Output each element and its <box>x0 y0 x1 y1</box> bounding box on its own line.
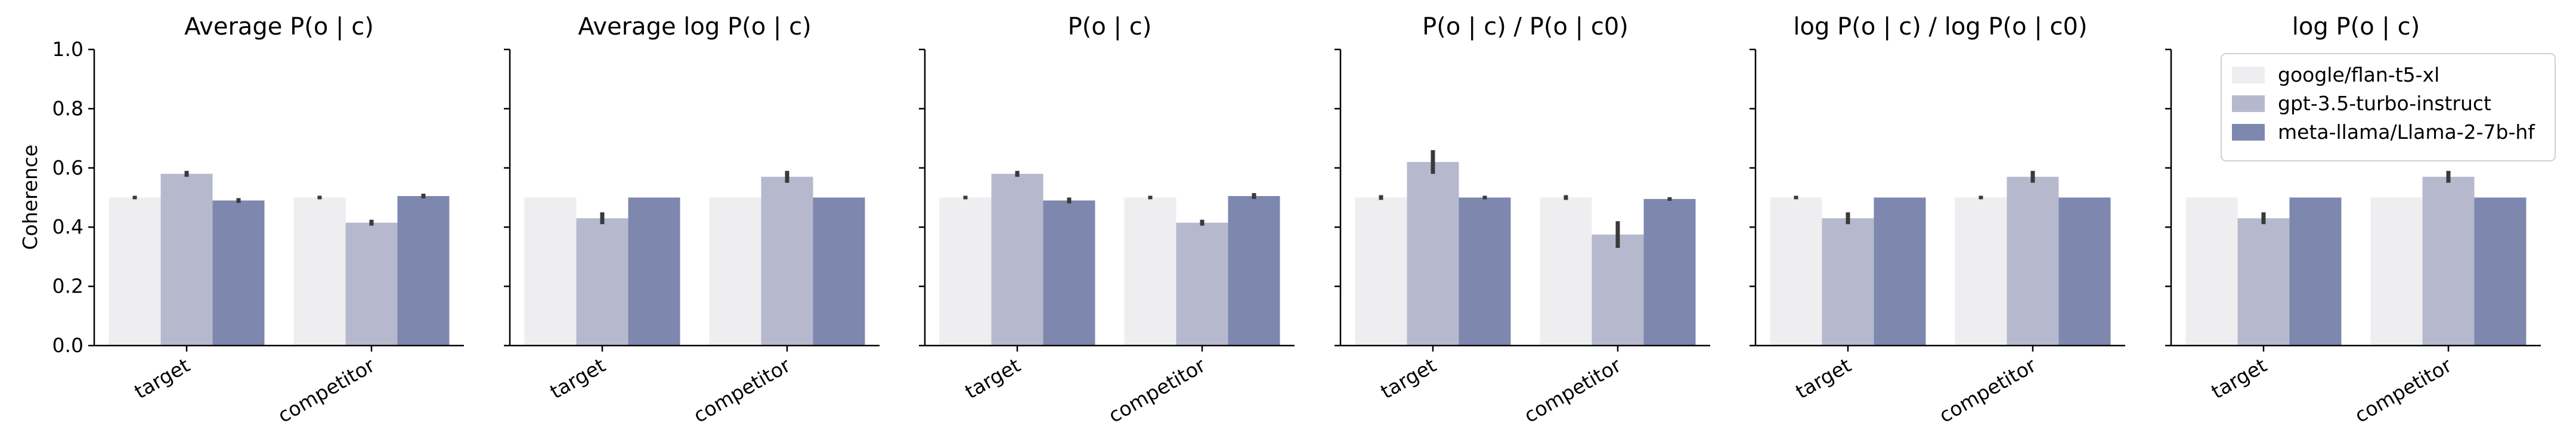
bar-meta-llama-llama-2-7b-hf-target <box>1874 197 1926 346</box>
x-tick-label: target <box>1792 353 1855 403</box>
bar-google-flan-t5-xl-competitor <box>1124 197 1176 346</box>
y-tick-label: 0.4 <box>52 215 83 238</box>
bar-meta-llama-llama-2-7b-hf-target <box>628 197 680 346</box>
bar-gpt-3-5-turbo-instruct-target <box>991 173 1044 346</box>
bar-google-flan-t5-xl-target <box>524 197 577 346</box>
x-tick-label: competitor <box>1520 353 1625 427</box>
bar-google-flan-t5-xl-competitor <box>1955 197 2007 346</box>
bar-gpt-3-5-turbo-instruct-target <box>1407 161 1459 346</box>
bar-meta-llama-llama-2-7b-hf-target <box>1459 197 1511 346</box>
bar-gpt-3-5-turbo-instruct-target <box>576 218 628 346</box>
bar-gpt-3-5-turbo-instruct-competitor <box>345 222 398 346</box>
bar-google-flan-t5-xl-target <box>109 197 161 346</box>
panel-title: log P(o | c) <box>2292 13 2420 41</box>
bar-google-flan-t5-xl-competitor <box>293 197 346 346</box>
panel-title: Average P(o | c) <box>184 13 374 41</box>
panel-title: P(o | c) / P(o | c0) <box>1422 13 1628 41</box>
panel-title: P(o | c) <box>1068 13 1152 41</box>
panel-title: log P(o | c) / log P(o | c0) <box>1793 13 2087 41</box>
x-tick-label: target <box>131 353 194 403</box>
y-tick-label: 0.8 <box>52 97 83 120</box>
bar-gpt-3-5-turbo-instruct-competitor <box>761 176 813 346</box>
bar-gpt-3-5-turbo-instruct-target <box>1822 218 1874 346</box>
legend-swatch <box>2232 124 2265 141</box>
bar-gpt-3-5-turbo-instruct-target <box>2237 218 2290 346</box>
bar-google-flan-t5-xl-target <box>1770 197 1822 346</box>
legend <box>2221 53 2556 161</box>
panel-title: Average log P(o | c) <box>578 13 811 41</box>
bar-meta-llama-llama-2-7b-hf-target <box>2289 197 2342 346</box>
y-tick-label: 0.0 <box>52 334 83 357</box>
y-tick-label: 0.2 <box>52 275 83 298</box>
bar-gpt-3-5-turbo-instruct-target <box>160 173 213 346</box>
bar-google-flan-t5-xl-competitor <box>709 197 761 346</box>
bar-meta-llama-llama-2-7b-hf-target <box>1043 200 1095 346</box>
x-tick-label: competitor <box>274 353 379 427</box>
x-tick-label: competitor <box>1935 353 2040 427</box>
bar-meta-llama-llama-2-7b-hf-competitor <box>397 196 450 346</box>
y-tick-label: 1.0 <box>52 38 83 61</box>
y-axis-label: Coherence <box>18 145 42 250</box>
bar-google-flan-t5-xl-target <box>2185 197 2238 346</box>
bar-gpt-3-5-turbo-instruct-competitor <box>2422 176 2475 346</box>
legend-swatch <box>2232 67 2265 83</box>
y-tick-label: 0.6 <box>52 156 83 179</box>
bar-gpt-3-5-turbo-instruct-competitor <box>2007 176 2059 346</box>
legend-entry: meta-llama/Llama-2-7b-hf <box>2278 120 2535 144</box>
x-tick-label: competitor <box>1104 353 1209 427</box>
legend-entry: gpt-3.5-turbo-instruct <box>2278 92 2491 115</box>
bar-meta-llama-llama-2-7b-hf-competitor <box>1228 196 1280 346</box>
legend-entry: google/flan-t5-xl <box>2278 63 2439 86</box>
bar-google-flan-t5-xl-competitor <box>2370 197 2423 346</box>
bar-meta-llama-llama-2-7b-hf-competitor <box>2474 197 2527 346</box>
bar-google-flan-t5-xl-competitor <box>1540 197 1592 346</box>
bar-google-flan-t5-xl-target <box>939 197 992 346</box>
bar-gpt-3-5-turbo-instruct-competitor <box>1592 234 1644 346</box>
bar-meta-llama-llama-2-7b-hf-competitor <box>2058 197 2111 346</box>
bar-meta-llama-llama-2-7b-hf-target <box>212 200 265 346</box>
bar-gpt-3-5-turbo-instruct-competitor <box>1176 222 1228 346</box>
x-tick-label: target <box>1377 353 1440 403</box>
x-tick-label: competitor <box>2351 353 2456 427</box>
legend-swatch <box>2232 95 2265 112</box>
bar-meta-llama-llama-2-7b-hf-competitor <box>813 197 865 346</box>
x-tick-label: target <box>2207 353 2271 403</box>
x-tick-label: target <box>961 353 1024 403</box>
x-tick-label: target <box>546 353 609 403</box>
bar-google-flan-t5-xl-target <box>1355 197 1407 346</box>
x-tick-label: competitor <box>689 353 794 427</box>
bar-meta-llama-llama-2-7b-hf-competitor <box>1643 198 1696 346</box>
